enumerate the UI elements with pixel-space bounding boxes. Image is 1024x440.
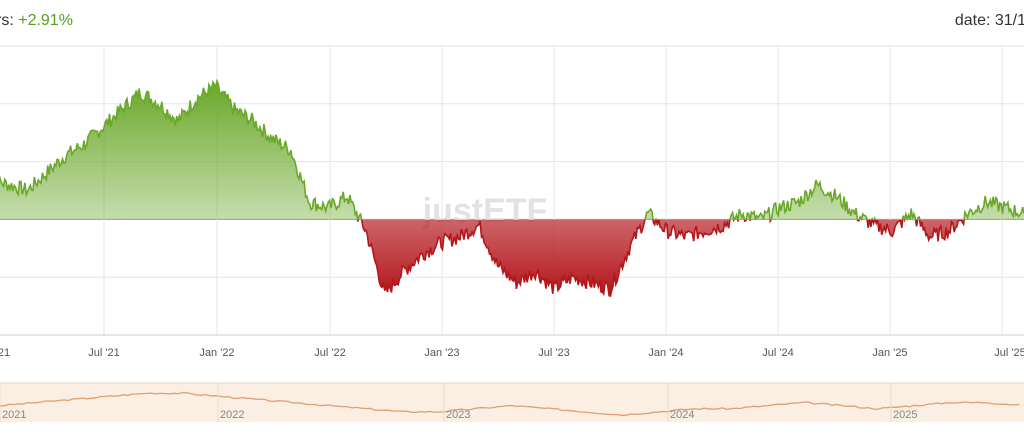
x-tick-label: Jan '25 [872, 347, 907, 359]
navigator-year-label: 2024 [670, 409, 694, 421]
navigator-year-label: 2021 [2, 409, 26, 421]
x-tick-label: Jul '21 [88, 347, 119, 359]
date-readout: date: 31/1 [954, 12, 1024, 29]
negative-area-fill [357, 220, 965, 296]
watermark-logo: justETF [422, 192, 548, 230]
x-tick-label: Jan '24 [648, 347, 683, 359]
positive-area-fill [0, 81, 1024, 220]
navigator-background [0, 383, 1024, 422]
x-tick-label: Jul '25 [994, 347, 1024, 359]
x-tick-label: Jan '22 [199, 347, 234, 359]
plot-area [0, 78, 1024, 297]
navigator-year-label: 2023 [446, 409, 470, 421]
navigator-year-label: 2022 [220, 409, 244, 421]
x-axis-tick-labels: 21 Jul '21 Jan '22 Jul '22 Jan '23 Jul '23 Jan… [0, 347, 1024, 359]
series-line-positive [0, 78, 1024, 220]
x-tick-label: Jul '24 [762, 347, 793, 359]
return-value: +2.91% [18, 12, 73, 29]
series-line-negative [356, 220, 965, 297]
return-summary: rs: +2.91% [0, 12, 73, 30]
x-tick-label: 21 [0, 347, 10, 359]
x-tick-label: Jan '23 [424, 347, 459, 359]
grid-lines [0, 45, 1024, 336]
navigator-strip: 2021 2022 2023 2024 2025 [0, 382, 1024, 422]
x-tick-label: Jul '23 [538, 347, 569, 359]
return-label: rs: [0, 12, 14, 29]
navigator-year-label: 2025 [893, 409, 917, 421]
navigator-line [0, 391, 1020, 416]
x-tick-label: Jul '22 [314, 347, 345, 359]
